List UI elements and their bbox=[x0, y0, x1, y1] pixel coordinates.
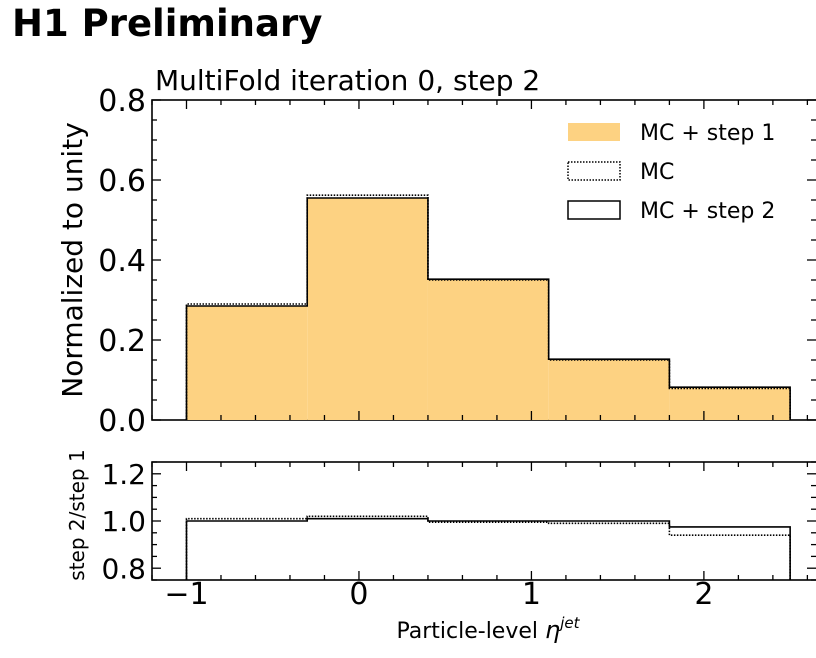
bar-mc-step1-bin-4 bbox=[669, 387, 791, 420]
y-tick-label: 0.8 bbox=[98, 84, 146, 119]
ratio-panel: 0.8 1.0 1.2 −1 0 1 2 bbox=[101, 458, 816, 612]
y-tick-label: 0.2 bbox=[98, 324, 146, 359]
y-tick-label: 0.6 bbox=[98, 164, 146, 199]
bar-mc-step1-bin-0 bbox=[186, 306, 308, 420]
legend: MC + step 1 MC MC + step 2 bbox=[567, 121, 775, 224]
main-series-mc-line bbox=[185, 194, 791, 420]
x-axis-label-eta: η bbox=[545, 616, 560, 644]
preliminary-label: H1 Preliminary bbox=[12, 2, 322, 45]
main-series-mc-step2-line bbox=[185, 197, 791, 420]
legend-label-0: MC + step 1 bbox=[640, 121, 775, 146]
x-tick-label: 0 bbox=[349, 577, 368, 612]
x-tick-label: 2 bbox=[694, 577, 713, 612]
chart-title: MultiFold iteration 0, step 2 bbox=[155, 64, 540, 97]
bar-mc-step1-bin-3 bbox=[548, 359, 670, 420]
x-axis-label-text: Particle-level bbox=[396, 619, 545, 644]
main-y-axis-label: Normalized to unity bbox=[56, 122, 89, 398]
bar-mc-step1-bin-2 bbox=[427, 279, 549, 420]
legend-swatch-2 bbox=[567, 200, 621, 220]
bar-mc-step1-bin-1 bbox=[307, 198, 428, 420]
y-tick-label: 0.8 bbox=[101, 552, 146, 585]
y-tick-label: 1.0 bbox=[101, 505, 146, 538]
legend-swatch-0 bbox=[568, 123, 620, 141]
y-tick-label: 0.4 bbox=[98, 244, 146, 279]
legend-swatch-1 bbox=[567, 161, 621, 181]
x-tick-label: −1 bbox=[164, 577, 208, 612]
x-tick-label: 1 bbox=[522, 577, 541, 612]
y-tick-label: 0.0 bbox=[98, 404, 146, 439]
ratio-series-mc-step2-line bbox=[185, 517, 791, 580]
y-tick-label: 1.2 bbox=[101, 458, 146, 491]
legend-label-1: MC bbox=[640, 160, 674, 185]
main-panel: 0.0 0.2 0.4 0.6 0.8 MC + step 1 MC MC + step 2 bbox=[98, 84, 816, 439]
x-axis-label: Particle-level ηjet bbox=[396, 614, 580, 644]
legend-label-2: MC + step 2 bbox=[640, 199, 775, 224]
ratio-series-mc-line bbox=[185, 515, 791, 580]
x-axis-label-superscript: jet bbox=[558, 614, 580, 632]
ratio-y-axis-label: step 2/step 1 bbox=[65, 449, 89, 580]
